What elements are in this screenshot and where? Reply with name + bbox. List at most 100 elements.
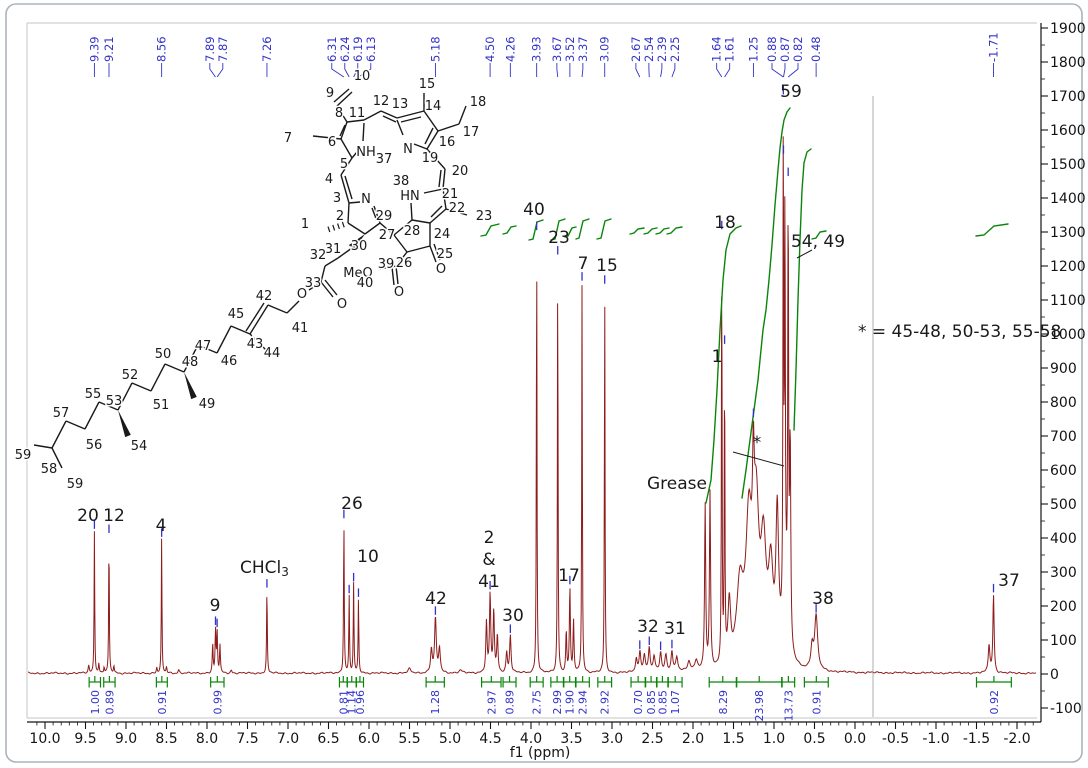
peak-pick-value: 3.67 (550, 36, 564, 62)
x-axis-tick-label: 6.0 (358, 731, 380, 747)
x-axis-tick-label: 4.5 (479, 731, 501, 747)
atom-number-label: 18 (470, 95, 487, 110)
y-axis-tick-label: 700 (1050, 429, 1077, 445)
peak-assignment: * (753, 433, 762, 453)
bond (395, 265, 399, 285)
peak-pick-value: 7.26 (260, 36, 274, 62)
bond (324, 257, 339, 267)
peak-assignment: 4 (156, 516, 167, 536)
bond (424, 127, 434, 145)
bond (340, 157, 353, 176)
atom-number-label: MeO (343, 266, 372, 281)
bond (382, 115, 397, 123)
integral-curve (666, 226, 683, 235)
peak-pick-value: 9.39 (87, 36, 101, 62)
integral-curve (655, 227, 670, 235)
atom-number-label: 27 (379, 228, 396, 243)
integral-value: 0.96 (354, 690, 367, 715)
bond (320, 265, 326, 283)
y-axis-tick-label: 400 (1050, 531, 1077, 547)
atom-number-label: 17 (463, 125, 480, 140)
atom-number-label: 39 (378, 257, 395, 272)
peak-assignment: 2 (484, 528, 495, 548)
peak-pick-connector (556, 63, 559, 78)
wedge-bond (118, 410, 131, 438)
atom-number-label: 16 (439, 135, 456, 150)
atom-number-label: 4 (325, 172, 333, 187)
atom-number-label: 15 (419, 77, 436, 92)
bond (411, 219, 431, 224)
integral-value: 23.98 (753, 690, 766, 722)
integral-curve (596, 218, 612, 240)
peak-pick-value: 0.82 (791, 36, 805, 62)
integral-curve (793, 148, 812, 431)
bond (445, 208, 468, 216)
bond (51, 447, 63, 469)
peak-pick-value: 6.19 (351, 36, 365, 62)
bond (245, 302, 265, 332)
x-axis-tick-label: -1.0 (922, 731, 949, 747)
bond (364, 222, 381, 235)
integral-value: 2.94 (577, 690, 590, 715)
peak-pick-connector (216, 63, 224, 78)
atom-number-label: 19 (422, 151, 439, 166)
peak-pick-connector (660, 63, 663, 78)
atom-number-label: 55 (85, 387, 102, 402)
x-axis-tick-label: 8.0 (196, 731, 218, 747)
integral-value: 0.85 (645, 690, 658, 715)
integral-curve (528, 219, 544, 241)
bond (347, 222, 366, 235)
x-axis-tick-label: -2.0 (1003, 731, 1030, 747)
x-axis-tick-label: 0.0 (844, 731, 866, 747)
y-axis-tick-label: 900 (1050, 361, 1077, 377)
bond (230, 325, 251, 335)
atom-number-label: 2 (336, 209, 344, 224)
atom-number-label: 5 (340, 157, 348, 172)
atom-number-label: 14 (425, 99, 442, 114)
solvent-label: CHCl3 (240, 558, 289, 579)
x-axis-tick-label: 4.0 (520, 731, 542, 747)
integral-value: 1.90 (564, 690, 577, 715)
bond (410, 202, 413, 221)
x-axis-tick-label: -0.5 (882, 731, 909, 747)
atom-number-label: 3 (333, 191, 341, 206)
bond (333, 88, 350, 103)
peak-pick-connector (353, 63, 359, 78)
y-axis-tick-label: 500 (1050, 497, 1077, 513)
x-axis-tick-label: 9.0 (115, 731, 137, 747)
atom-number-label: O (394, 285, 404, 300)
integral-value: 13.73 (782, 690, 795, 722)
x-axis-tick-label: 6.5 (317, 731, 339, 747)
x-axis-tick-label: 3.5 (560, 731, 582, 747)
nmr-signal-line (27, 136, 1037, 675)
peak-pick-connector (209, 63, 216, 78)
x-axis-tick-label: 7.0 (277, 731, 299, 747)
atom-number-label: HN (400, 189, 420, 204)
bond (320, 281, 334, 298)
peak-assignment: 40 (523, 200, 545, 220)
atom-number-label: N (361, 192, 371, 207)
bond (396, 119, 404, 136)
bond (131, 382, 152, 392)
x-axis-tick-label: 2.0 (682, 731, 704, 747)
atom-number-label: 54 (131, 439, 148, 454)
peak-pick-value: 3.93 (530, 36, 544, 62)
bond (324, 279, 338, 296)
x-axis-tick-label: 7.5 (236, 731, 258, 747)
integral-value: 0.85 (656, 690, 669, 715)
integral-value: 2.99 (551, 690, 564, 715)
integral-value: 2.92 (599, 690, 612, 715)
y-axis-tick-label: 1300 (1050, 225, 1086, 241)
y-axis-tick-label: 800 (1050, 395, 1077, 411)
peak-assignment: 9 (210, 596, 221, 616)
atom-number-label: 20 (452, 164, 469, 179)
peak-pick-connector (724, 63, 731, 78)
atom-number-label: N (403, 142, 413, 157)
bond (351, 151, 358, 159)
atom-number-label: 8 (335, 106, 343, 121)
bond (340, 174, 350, 204)
y-axis-tick-label: 1700 (1050, 89, 1086, 105)
bond (340, 138, 353, 159)
